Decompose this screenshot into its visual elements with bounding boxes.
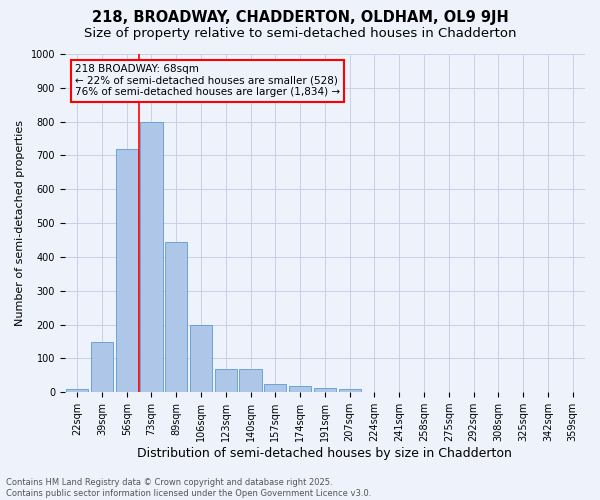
Bar bbox=[140, 122, 163, 392]
Bar bbox=[190, 324, 212, 392]
Bar bbox=[338, 389, 361, 392]
Bar bbox=[264, 384, 286, 392]
Text: Size of property relative to semi-detached houses in Chadderton: Size of property relative to semi-detach… bbox=[84, 28, 516, 40]
Bar bbox=[215, 369, 237, 392]
Bar bbox=[289, 386, 311, 392]
X-axis label: Distribution of semi-detached houses by size in Chadderton: Distribution of semi-detached houses by … bbox=[137, 447, 512, 460]
Y-axis label: Number of semi-detached properties: Number of semi-detached properties bbox=[15, 120, 25, 326]
Bar bbox=[91, 342, 113, 392]
Text: Contains HM Land Registry data © Crown copyright and database right 2025.
Contai: Contains HM Land Registry data © Crown c… bbox=[6, 478, 371, 498]
Bar bbox=[165, 242, 187, 392]
Bar bbox=[66, 389, 88, 392]
Text: 218 BROADWAY: 68sqm
← 22% of semi-detached houses are smaller (528)
76% of semi-: 218 BROADWAY: 68sqm ← 22% of semi-detach… bbox=[75, 64, 340, 98]
Bar bbox=[116, 148, 138, 392]
Text: 218, BROADWAY, CHADDERTON, OLDHAM, OL9 9JH: 218, BROADWAY, CHADDERTON, OLDHAM, OL9 9… bbox=[92, 10, 508, 25]
Bar bbox=[239, 369, 262, 392]
Bar bbox=[314, 388, 336, 392]
